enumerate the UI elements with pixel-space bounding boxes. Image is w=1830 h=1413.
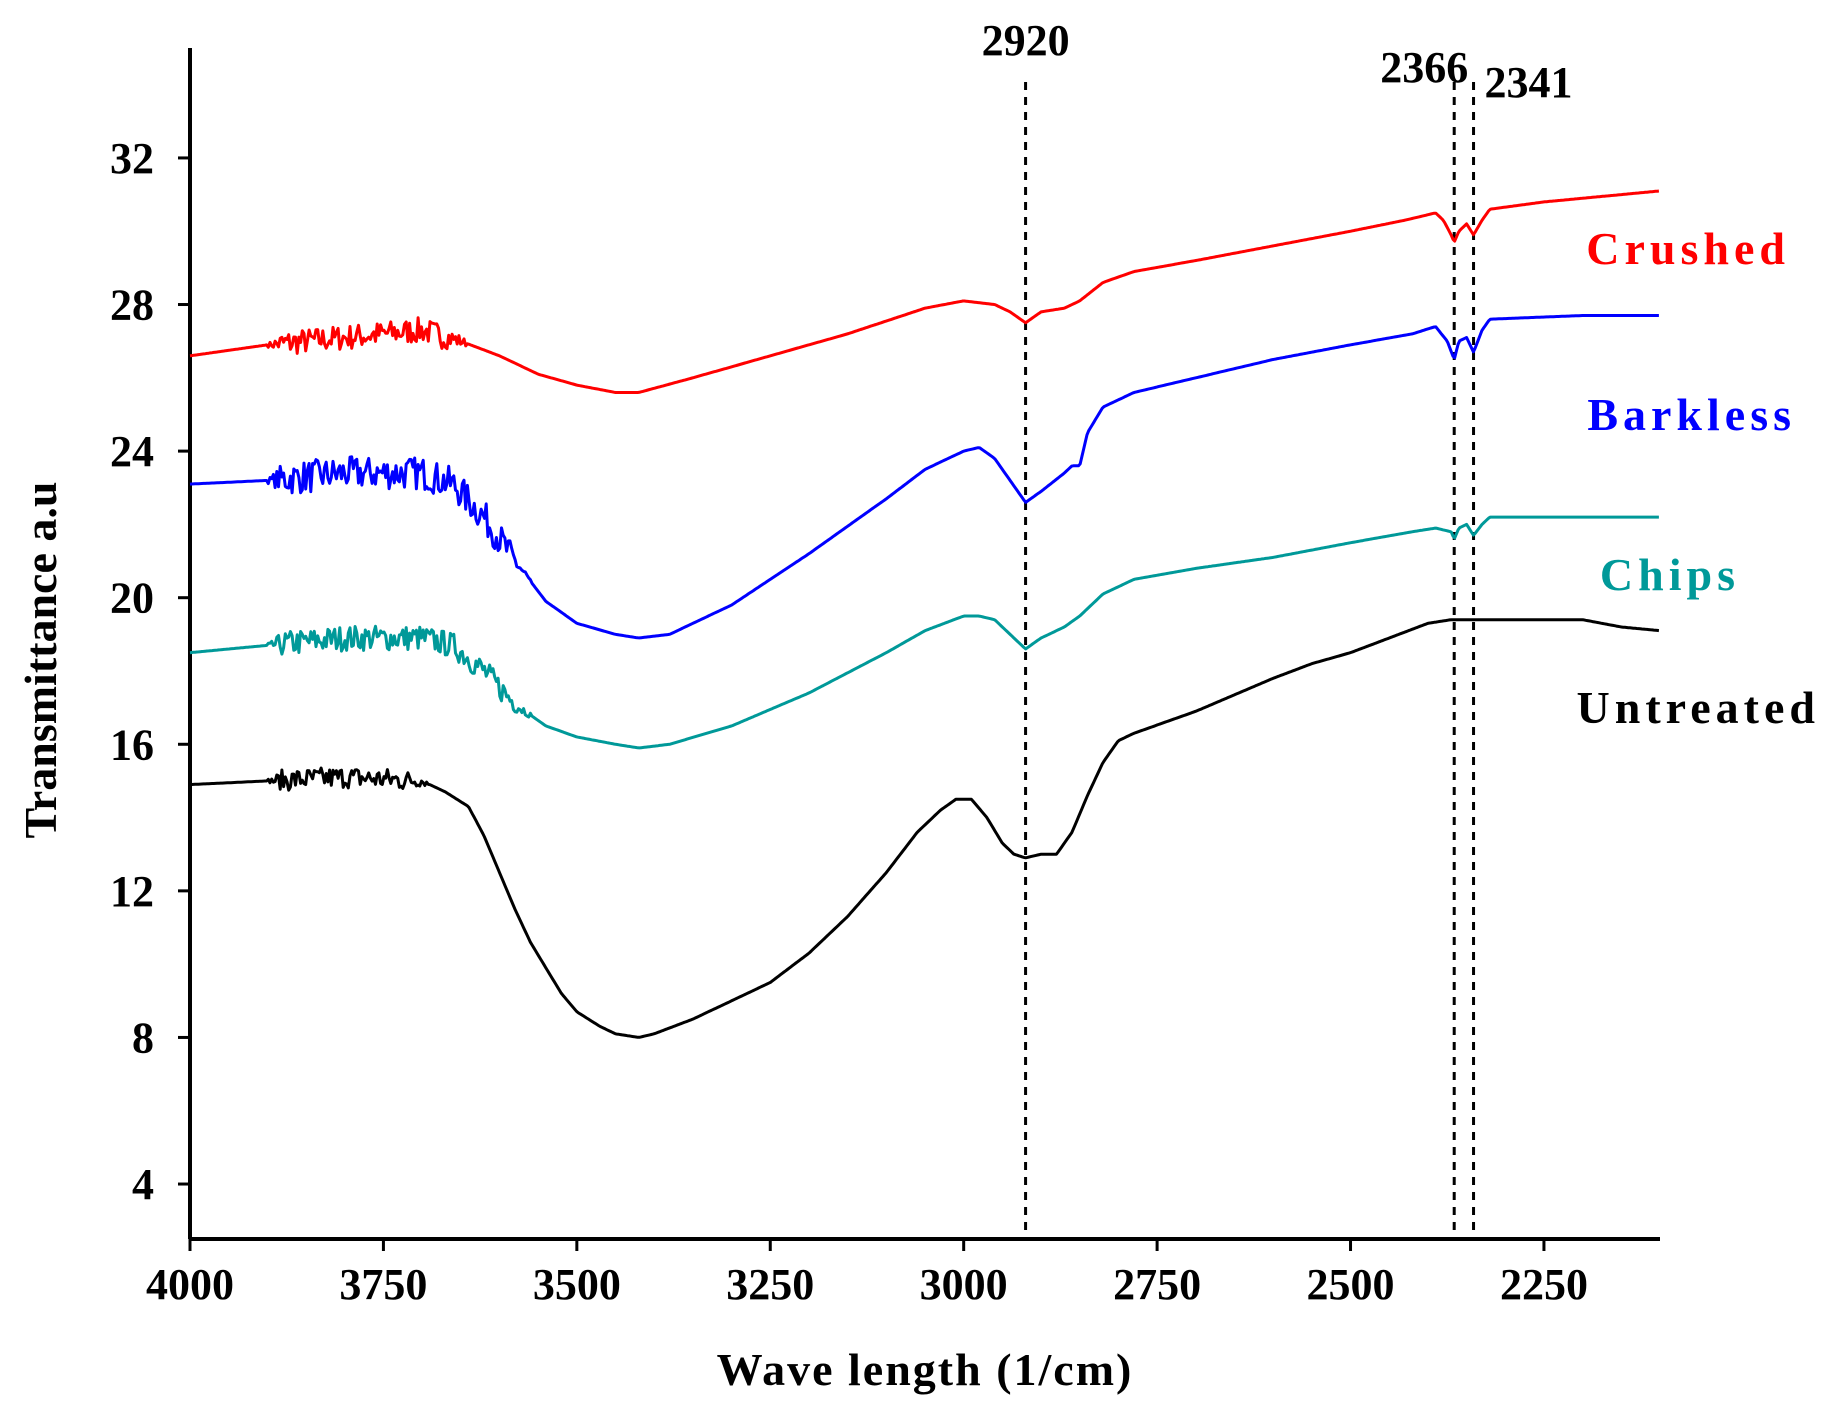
legend-label-crushed: Crushed [1586,223,1790,274]
legend-label-chips: Chips [1600,549,1740,600]
x-tick-label-3000: 3000 [920,1260,1008,1309]
x-tick-label-2500: 2500 [1307,1260,1395,1309]
x-tick-label-3250: 3250 [726,1260,814,1309]
series-line-chips [189,515,1659,750]
x-tick-label-2750: 2750 [1113,1260,1201,1309]
x-tick-label-3500: 3500 [533,1260,621,1309]
axes [188,48,1660,1241]
y-tick-label-12: 12 [110,867,154,916]
series-line-barkless [189,314,1659,640]
x-ticks: 4000 3750 3500 3250 3000 2750 2500 2250 [146,1239,1588,1309]
ref-label-2341: 2341 [1485,58,1573,107]
y-tick-label-28: 28 [110,281,154,330]
y-tick-label-16: 16 [110,720,154,769]
y-tick-label-4: 4 [132,1160,154,1209]
y-tick-label-32: 32 [110,134,154,183]
reference-lines: 2920 2366 2341 [982,16,1573,1239]
y-axis-title: Transmittance a.u [15,482,66,839]
y-tick-label-24: 24 [110,427,154,476]
y-tick-label-20: 20 [110,574,154,623]
legend-label-barkless: Barkless [1587,389,1796,440]
x-tick-label-3750: 3750 [339,1260,427,1309]
ref-label-2920: 2920 [982,16,1070,65]
x-axis-title: Wave length (1/cm) [717,1344,1134,1395]
series-line-untreated [189,618,1660,1039]
y-ticks: 4 8 12 16 20 24 28 32 [110,134,190,1209]
x-tick-label-2250: 2250 [1500,1260,1588,1309]
y-tick-label-8: 8 [132,1013,154,1062]
legend-label-untreated: Untreated [1577,682,1820,733]
series-line-crushed [189,189,1660,394]
x-tick-label-4000: 4000 [146,1260,234,1309]
series-group [189,189,1660,1039]
legend: Crushed Barkless Chips Untreated [1577,223,1820,733]
ref-label-2366: 2366 [1380,43,1468,92]
